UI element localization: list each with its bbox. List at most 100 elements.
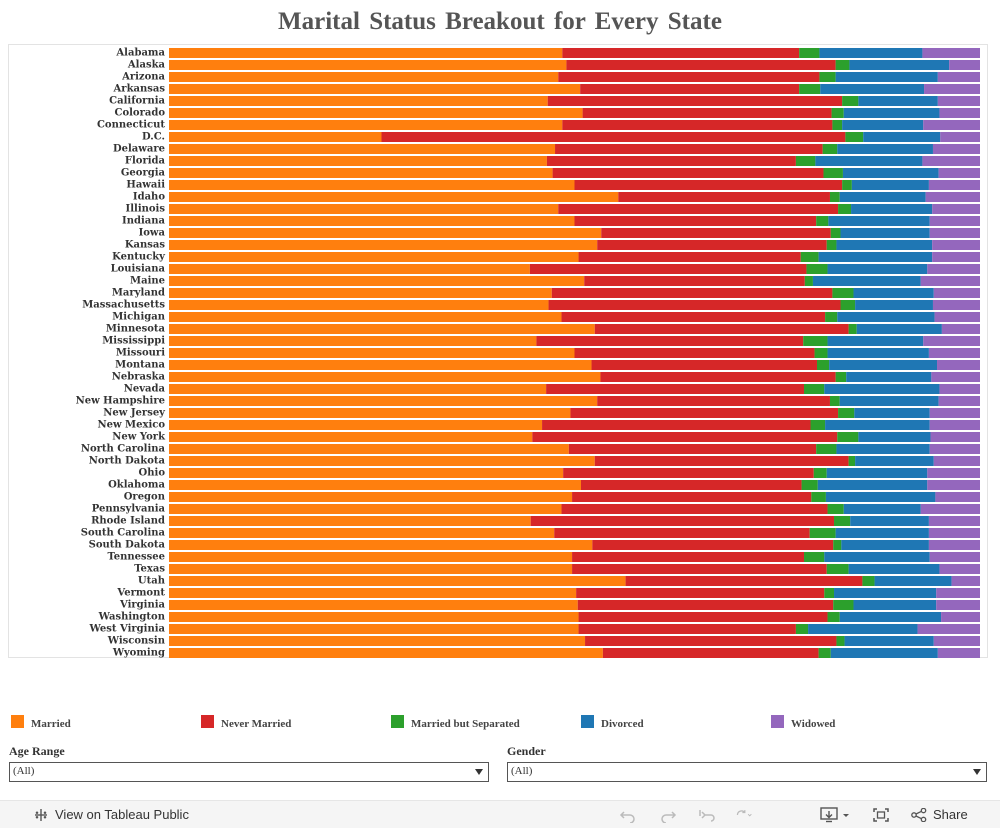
bar-utah-never-married[interactable]: [625, 576, 863, 586]
bar-nevada-married[interactable]: [169, 384, 547, 394]
bar-kentucky-divorced[interactable]: [818, 252, 933, 262]
gender-dropdown[interactable]: (All): [507, 762, 987, 782]
bar-maine-married[interactable]: [169, 276, 585, 286]
bar-indiana-married-but-separated[interactable]: [816, 216, 829, 226]
stacked-bar-chart[interactable]: AlabamaAlaskaArizonaArkansasCaliforniaCo…: [9, 45, 989, 659]
bar-massachusetts-married[interactable]: [169, 300, 549, 310]
bar-georgia-never-married[interactable]: [552, 168, 824, 178]
bar-illinois-widowed[interactable]: [932, 204, 980, 214]
bar-minnesota-married-but-separated[interactable]: [848, 324, 857, 334]
bar-arkansas-divorced[interactable]: [820, 84, 925, 94]
bar-massachusetts-divorced[interactable]: [855, 300, 933, 310]
bar-maryland-married-but-separated[interactable]: [832, 288, 854, 298]
bar-new-mexico-divorced[interactable]: [825, 420, 930, 430]
bar-idaho-widowed[interactable]: [925, 192, 980, 202]
bar-vermont-married-but-separated[interactable]: [824, 588, 835, 598]
bar-indiana-married[interactable]: [169, 216, 575, 226]
share-button[interactable]: Share: [911, 807, 968, 822]
bar-north-dakota-married-but-separated[interactable]: [848, 456, 856, 466]
bar-illinois-married[interactable]: [169, 204, 559, 214]
bar-west-virginia-never-married[interactable]: [578, 624, 796, 634]
bar-kansas-divorced[interactable]: [836, 240, 933, 250]
bar-wyoming-divorced[interactable]: [830, 648, 938, 658]
bar-rhode-island-widowed[interactable]: [928, 516, 980, 526]
bar-florida-married[interactable]: [169, 156, 547, 166]
bar-minnesota-married[interactable]: [169, 324, 595, 334]
bar-d-c-widowed[interactable]: [940, 132, 980, 142]
bar-kansas-married[interactable]: [169, 240, 598, 250]
bar-oklahoma-widowed[interactable]: [927, 480, 980, 490]
bar-nebraska-widowed[interactable]: [931, 372, 980, 382]
bar-new-hampshire-divorced[interactable]: [839, 396, 939, 406]
bar-iowa-never-married[interactable]: [601, 228, 831, 238]
bar-d-c-married-but-separated[interactable]: [845, 132, 864, 142]
bar-washington-divorced[interactable]: [839, 612, 942, 622]
bar-louisiana-married-but-separated[interactable]: [806, 264, 828, 274]
bar-nebraska-married-but-separated[interactable]: [835, 372, 847, 382]
bar-vermont-widowed[interactable]: [936, 588, 980, 598]
bar-hawaii-married[interactable]: [169, 180, 575, 190]
bar-new-york-widowed[interactable]: [930, 432, 980, 442]
bar-oklahoma-married[interactable]: [169, 480, 581, 490]
bar-delaware-married[interactable]: [169, 144, 556, 154]
bar-kansas-widowed[interactable]: [932, 240, 980, 250]
bar-oklahoma-divorced[interactable]: [817, 480, 928, 490]
bar-arizona-married-but-separated[interactable]: [819, 72, 836, 82]
bar-delaware-never-married[interactable]: [555, 144, 823, 154]
bar-hawaii-divorced[interactable]: [851, 180, 929, 190]
undo-icon[interactable]: [619, 807, 637, 823]
bar-georgia-widowed[interactable]: [938, 168, 980, 178]
bar-maine-never-married[interactable]: [584, 276, 805, 286]
redo-icon[interactable]: [659, 807, 677, 823]
bar-alabama-married[interactable]: [169, 48, 563, 58]
bar-kansas-never-married[interactable]: [597, 240, 827, 250]
bar-illinois-never-married[interactable]: [558, 204, 839, 214]
bar-new-jersey-married[interactable]: [169, 408, 571, 418]
bar-ohio-married-but-separated[interactable]: [813, 468, 827, 478]
bar-nevada-divorced[interactable]: [824, 384, 940, 394]
bar-nebraska-divorced[interactable]: [846, 372, 932, 382]
bar-rhode-island-never-married[interactable]: [530, 516, 835, 526]
bar-georgia-married[interactable]: [169, 168, 553, 178]
bar-ohio-never-married[interactable]: [563, 468, 814, 478]
bar-utah-divorced[interactable]: [874, 576, 952, 586]
bar-indiana-widowed[interactable]: [929, 216, 980, 226]
bar-south-carolina-married-but-separated[interactable]: [809, 528, 836, 538]
bar-virginia-married-but-separated[interactable]: [833, 600, 854, 610]
bar-wyoming-married[interactable]: [169, 648, 603, 658]
bar-arizona-divorced[interactable]: [835, 72, 938, 82]
bar-indiana-never-married[interactable]: [574, 216, 817, 226]
bar-pennsylvania-divorced[interactable]: [843, 504, 921, 514]
bar-california-married-but-separated[interactable]: [842, 96, 859, 106]
bar-tennessee-widowed[interactable]: [929, 552, 980, 562]
bar-montana-married[interactable]: [169, 360, 592, 370]
bar-d-c-married[interactable]: [169, 132, 382, 142]
bar-alaska-married-but-separated[interactable]: [835, 60, 850, 70]
bar-utah-married-but-separated[interactable]: [862, 576, 875, 586]
bar-maryland-widowed[interactable]: [933, 288, 980, 298]
bar-florida-widowed[interactable]: [922, 156, 980, 166]
bar-texas-never-married[interactable]: [572, 564, 827, 574]
bar-texas-divorced[interactable]: [848, 564, 940, 574]
bar-arkansas-never-married[interactable]: [580, 84, 800, 94]
bar-new-york-married[interactable]: [169, 432, 533, 442]
bar-illinois-married-but-separated[interactable]: [838, 204, 852, 214]
bar-new-jersey-never-married[interactable]: [570, 408, 839, 418]
bar-california-never-married[interactable]: [547, 96, 843, 106]
bar-washington-married[interactable]: [169, 612, 579, 622]
bar-arizona-widowed[interactable]: [937, 72, 980, 82]
bar-ohio-widowed[interactable]: [927, 468, 980, 478]
bar-missouri-married[interactable]: [169, 348, 575, 358]
bar-colorado-widowed[interactable]: [939, 108, 980, 118]
bar-missouri-never-married[interactable]: [574, 348, 815, 358]
bar-kentucky-married[interactable]: [169, 252, 579, 262]
bar-wyoming-never-married[interactable]: [602, 648, 819, 658]
bar-north-carolina-married-but-separated[interactable]: [816, 444, 837, 454]
bar-new-york-never-married[interactable]: [532, 432, 838, 442]
bar-north-dakota-divorced[interactable]: [855, 456, 934, 466]
bar-minnesota-divorced[interactable]: [856, 324, 942, 334]
bar-nebraska-never-married[interactable]: [600, 372, 836, 382]
bar-maryland-divorced[interactable]: [853, 288, 934, 298]
refresh-icon[interactable]: [735, 807, 753, 823]
bar-mississippi-never-married[interactable]: [536, 336, 804, 346]
